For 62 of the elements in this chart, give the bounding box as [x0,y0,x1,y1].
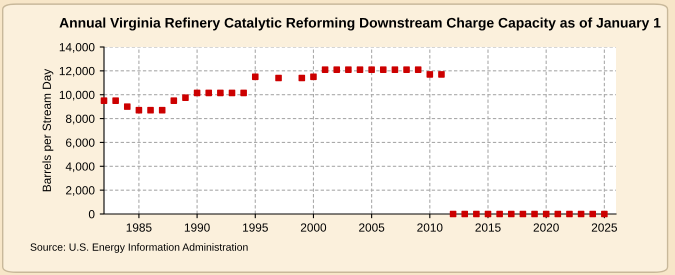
point [275,74,282,82]
point [205,90,212,96]
point [217,90,224,96]
y-tick-label: 0 [88,210,95,218]
point [368,66,375,73]
point [322,66,328,73]
point [333,66,340,73]
point [414,66,422,73]
y-tick-label: 8,000 [66,114,95,124]
chart-title: Annual Virginia Refinery Catalytic Reforming Downstream Charge Capacity as of January 1 [59,17,661,30]
point [100,97,108,104]
point [484,210,492,218]
point [298,74,306,82]
point [508,210,515,218]
y-axis-title: Barrels per Stream Day [42,68,54,192]
point [182,94,189,101]
point [356,66,364,73]
point [380,66,387,73]
point [403,66,410,73]
point [252,74,259,80]
y-tick-label: 12,000 [60,66,95,77]
point [194,90,200,96]
point [589,210,596,218]
point [473,210,480,218]
point [124,103,131,110]
x-tick-label: 2015 [475,223,501,232]
x-tick-label: 1995 [243,223,268,232]
x-tick-label: 2000 [300,223,326,232]
point [112,97,119,104]
point [438,71,445,78]
point [520,210,526,218]
point [170,97,178,104]
x-tick-label: 1990 [184,223,210,232]
y-tick-label: 4,000 [66,162,95,172]
point [147,106,154,114]
x-tick-label: 2020 [534,223,559,232]
point [531,210,538,218]
point [392,66,398,73]
point [554,210,562,218]
point [345,66,352,73]
point [310,74,317,80]
point [450,210,456,218]
x-tick-label: 2025 [592,223,617,232]
x-tick-label: 2005 [359,223,384,232]
source-note: Source: U.S. Energy Information Administration [30,243,248,253]
point [566,210,573,218]
x-tick-label: 2010 [417,223,442,232]
point [542,210,550,218]
point [426,71,434,78]
point [496,210,503,218]
y-tick-label: 14,000 [60,43,95,53]
x-tick-label: 1985 [126,223,152,232]
y-tick-label: 2,000 [66,186,95,196]
point [240,90,247,96]
point [461,210,468,218]
point [136,106,142,114]
point [578,210,584,218]
point [601,210,608,218]
y-tick-label: 6,000 [66,138,95,148]
y-tick-label: 10,000 [60,90,95,101]
point [158,106,166,114]
point [228,90,236,96]
